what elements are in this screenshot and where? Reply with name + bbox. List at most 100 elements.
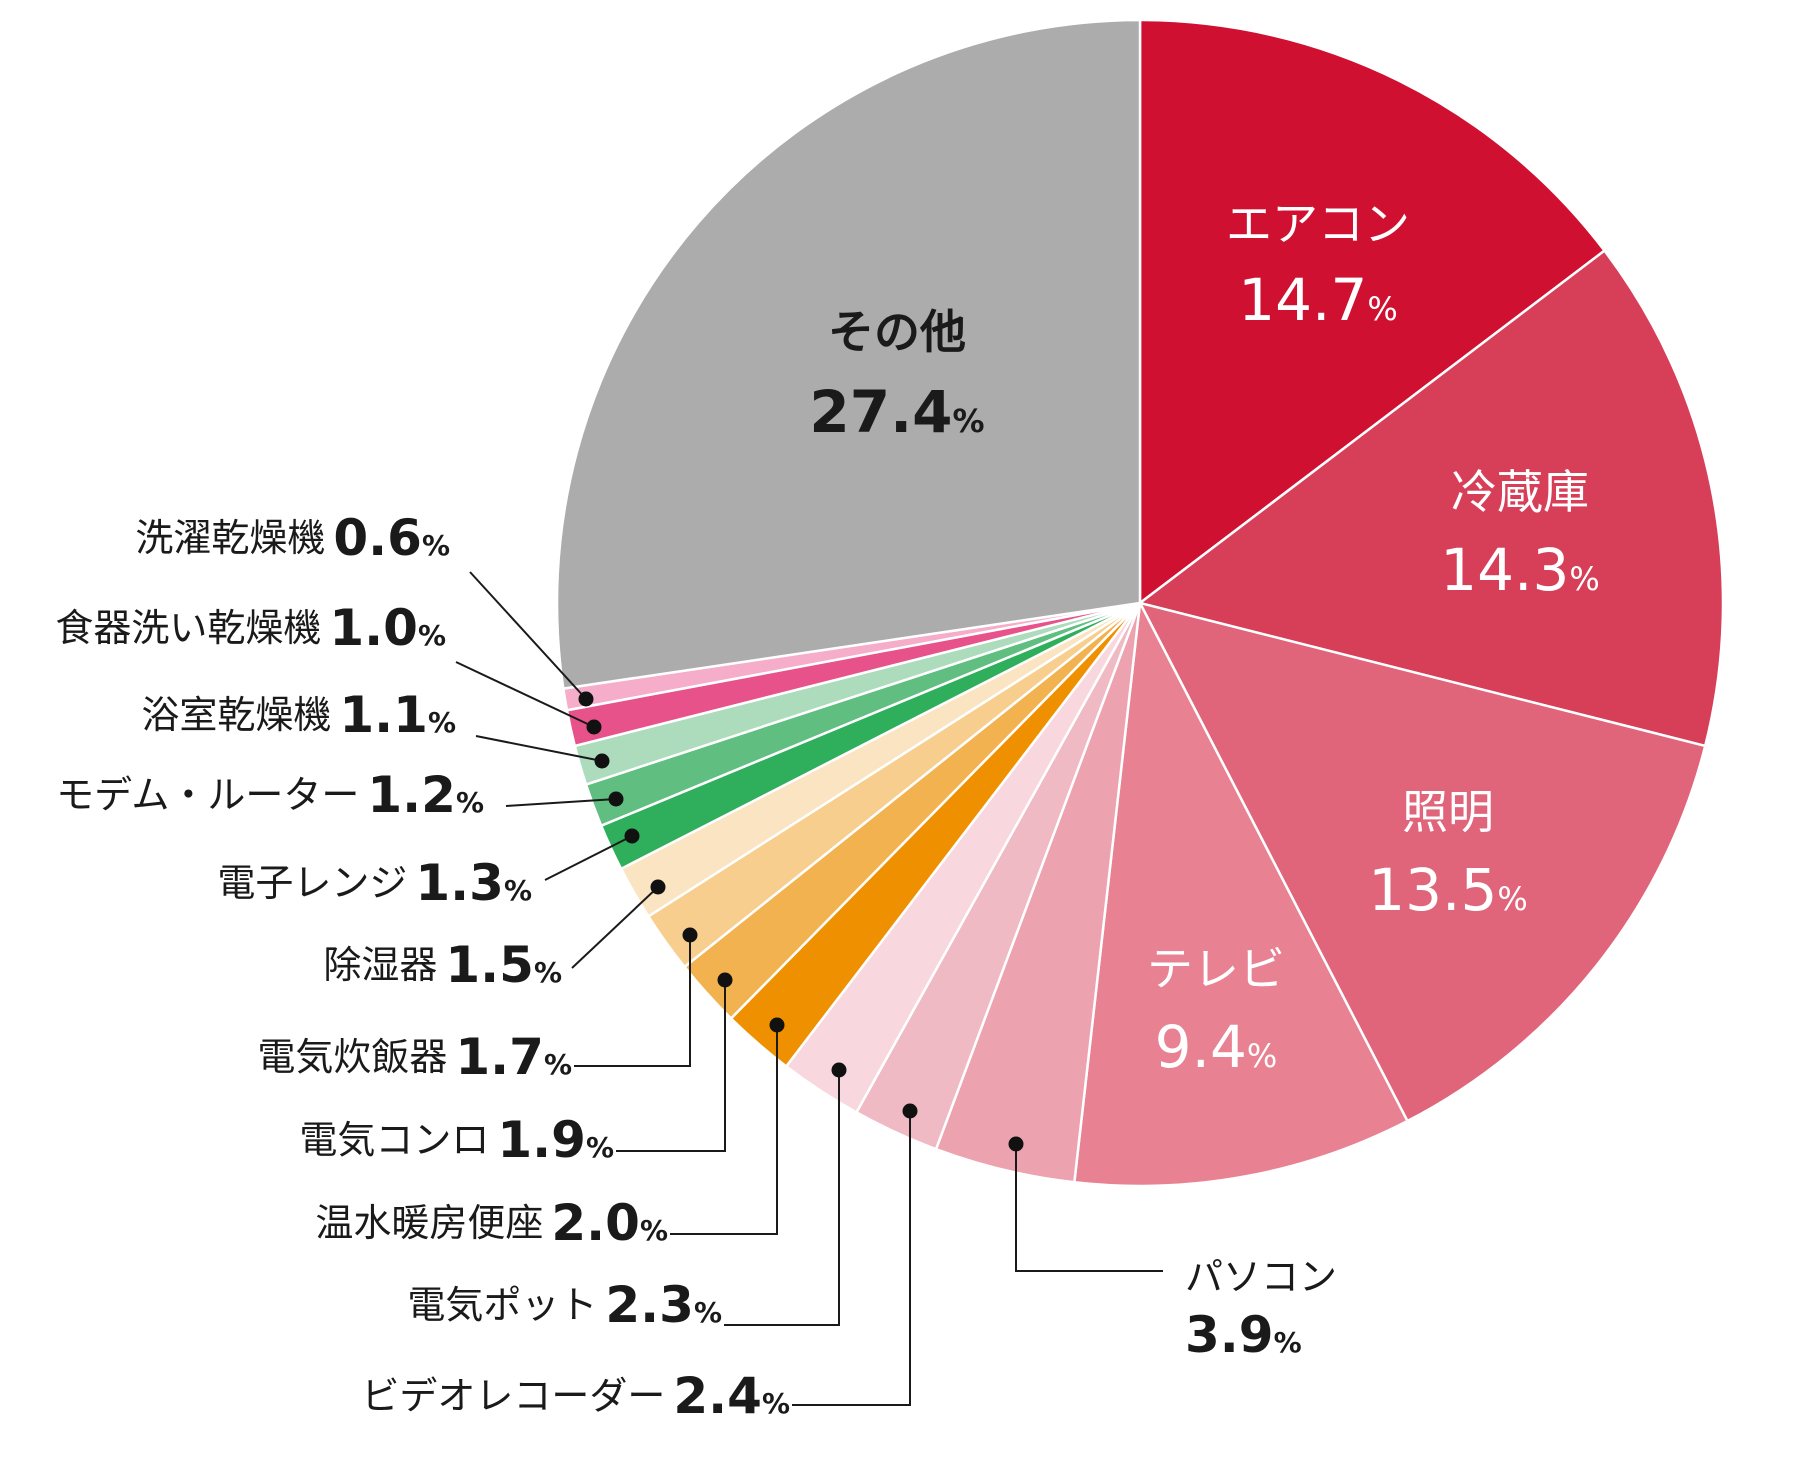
slice-9-value-label: 1.7% bbox=[455, 1028, 572, 1086]
slice-6-outside-label: 2.3%電気ポット bbox=[407, 1276, 722, 1334]
slice-10-leader-dot bbox=[650, 879, 666, 895]
slice-8-value-label: 1.9% bbox=[497, 1111, 614, 1169]
slice-10-leader-line bbox=[571, 886, 659, 969]
slice-7-name-label: 温水暖房便座 bbox=[315, 1201, 543, 1245]
slice-0-name-label: エアコン bbox=[1226, 197, 1410, 251]
slice-2-value-label: 13.5% bbox=[1368, 856, 1528, 924]
slice-5-outside-label: 2.4%ビデオレコーダー bbox=[361, 1367, 790, 1425]
slice-16-value-number: 27.4 bbox=[809, 378, 952, 446]
slice-5-value-number: 2.4 bbox=[673, 1367, 762, 1425]
slice-16-value-unit: % bbox=[953, 402, 985, 440]
slice-15-outside-label: 0.6%洗濯乾燥機 bbox=[135, 509, 450, 567]
labels-layer: エアコン14.7%冷蔵庫14.3%照明13.5%テレビ9.4%パソコン3.9%2… bbox=[55, 197, 1599, 1425]
slice-9-leader-dot bbox=[682, 927, 698, 943]
slice-2-value-number: 13.5 bbox=[1368, 856, 1497, 924]
slice-8-outside-label: 1.9%電気コンロ bbox=[299, 1111, 614, 1169]
slice-16-name-label: その他 bbox=[828, 305, 966, 359]
slice-16-wedge bbox=[555, 18, 1142, 690]
slice-6-name-label: 電気ポット bbox=[407, 1283, 597, 1327]
slice-15-leader-dot bbox=[578, 691, 594, 707]
slice-12-value-unit: % bbox=[456, 786, 484, 819]
slice-16-value-label: 27.4% bbox=[809, 378, 984, 446]
slice-13-value-number: 1.1 bbox=[339, 686, 428, 744]
slice-13-value-unit: % bbox=[428, 706, 456, 739]
slice-15-value-label: 0.6% bbox=[333, 509, 450, 567]
slice-13-leader-dot bbox=[594, 753, 610, 769]
slice-9-name-label: 電気炊飯器 bbox=[257, 1035, 447, 1079]
slice-14-leader-line bbox=[455, 661, 595, 728]
slice-2-wedge bbox=[1138, 601, 1707, 1123]
slice-11-outside-label: 1.3%電子レンジ bbox=[217, 854, 532, 912]
slice-2-name-label: 照明 bbox=[1402, 785, 1494, 839]
slice-15-leader-line bbox=[469, 571, 587, 700]
slice-0-value-label: 14.7% bbox=[1238, 266, 1398, 334]
slice-7-leader-line bbox=[670, 1025, 778, 1235]
slice-8-leader-line bbox=[616, 980, 726, 1152]
slice-8-leader-dot bbox=[717, 972, 733, 988]
slice-7-value-number: 2.0 bbox=[551, 1194, 640, 1252]
slice-12-value-number: 1.2 bbox=[367, 766, 456, 824]
slice-13-leader-line bbox=[475, 735, 603, 762]
slice-3-wedge bbox=[1073, 601, 1409, 1188]
slice-1-value-number: 14.3 bbox=[1440, 536, 1569, 604]
slice-14-value-number: 1.0 bbox=[329, 599, 418, 657]
slice-7-leader-dot bbox=[769, 1017, 785, 1033]
slice-3-value-label: 9.4% bbox=[1155, 1013, 1278, 1081]
slice-1-value-unit: % bbox=[1569, 560, 1599, 598]
slice-0-value-number: 14.7 bbox=[1238, 266, 1367, 334]
slice-4-value-unit: % bbox=[1274, 1326, 1302, 1359]
slice-10-outside-label: 1.5%除湿器 bbox=[323, 936, 562, 994]
slice-1-value-label: 14.3% bbox=[1440, 536, 1600, 604]
slices-layer bbox=[555, 18, 1725, 1188]
slice-7-outside-label: 2.0% 温水暖房便座 bbox=[315, 1194, 668, 1252]
slice-11-value-number: 1.3 bbox=[415, 854, 504, 912]
slice-11-leader-dot bbox=[624, 828, 640, 844]
slice-5-leader-dot bbox=[902, 1103, 918, 1119]
slice-12-leader-line bbox=[505, 798, 617, 807]
leader-lines-layer bbox=[455, 571, 1163, 1406]
slice-11-leader-line bbox=[544, 835, 633, 881]
slice-4-leader-line bbox=[1015, 1144, 1163, 1272]
slice-9-value-number: 1.7 bbox=[455, 1028, 544, 1086]
slice-14-value-label: 1.0% bbox=[329, 599, 446, 657]
slice-0-wedge bbox=[1138, 18, 1606, 605]
slice-5-value-unit: % bbox=[762, 1387, 790, 1420]
slice-15-value-unit: % bbox=[422, 529, 450, 562]
slice-5-name-label: ビデオレコーダー bbox=[361, 1374, 665, 1418]
slice-0-value-unit: % bbox=[1367, 290, 1397, 328]
slice-8-value-number: 1.9 bbox=[497, 1111, 586, 1169]
slice-6-value-label: 2.3% bbox=[605, 1276, 722, 1334]
slice-9-outside-label: 1.7%電気炊飯器 bbox=[257, 1028, 572, 1086]
slice-11-value-label: 1.3% bbox=[415, 854, 532, 912]
slice-2-value-unit: % bbox=[1497, 880, 1527, 918]
slice-3-value-unit: % bbox=[1247, 1037, 1277, 1075]
slice-5-value-label: 2.4% bbox=[673, 1367, 790, 1425]
slice-7-value-unit: % bbox=[640, 1214, 668, 1247]
slice-1-name-label: 冷蔵庫 bbox=[1451, 465, 1589, 519]
slice-12-leader-dot bbox=[608, 791, 624, 807]
slice-9-value-unit: % bbox=[544, 1048, 572, 1081]
slice-13-value-label: 1.1% bbox=[339, 686, 456, 744]
slice-15-name-label: 洗濯乾燥機 bbox=[135, 516, 325, 560]
slice-12-name-label: モデム・ルーター bbox=[56, 773, 359, 817]
slice-6-value-number: 2.3 bbox=[605, 1276, 694, 1334]
slice-14-leader-dot bbox=[586, 719, 602, 735]
slice-15-value-number: 0.6 bbox=[333, 509, 422, 567]
slice-10-value-number: 1.5 bbox=[445, 936, 534, 994]
slice-6-leader-dot bbox=[831, 1062, 847, 1078]
slice-6-value-unit: % bbox=[694, 1296, 722, 1329]
slice-14-value-unit: % bbox=[418, 619, 446, 652]
slice-4-leader-dot bbox=[1008, 1136, 1024, 1152]
slice-3-value-number: 9.4 bbox=[1155, 1013, 1247, 1081]
slice-5-leader-line bbox=[792, 1111, 911, 1406]
slice-9-leader-line bbox=[574, 935, 691, 1067]
slice-13-outside-label: 1.1%浴室乾燥機 bbox=[141, 686, 456, 744]
slice-14-outside-label: 1.0%食器洗い乾燥機 bbox=[55, 599, 446, 657]
slice-11-value-unit: % bbox=[504, 874, 532, 907]
slice-14-name-label: 食器洗い乾燥機 bbox=[55, 606, 321, 650]
slice-12-value-label: 1.2% bbox=[367, 766, 484, 824]
slice-4-value-label: 3.9% bbox=[1185, 1306, 1302, 1364]
slice-8-name-label: 電気コンロ bbox=[299, 1118, 489, 1162]
